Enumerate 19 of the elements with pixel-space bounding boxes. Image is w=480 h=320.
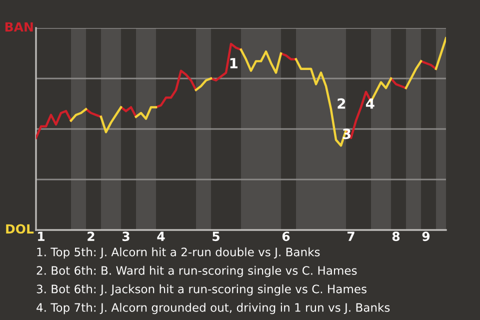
x-tick-label: 9	[422, 232, 430, 242]
text: 1. Top 5th: J. Alcorn hit a 2-run double vs J. Banks	[37, 247, 320, 259]
x-tick-label: 1	[38, 232, 44, 241]
x-tick-label: 7	[347, 232, 354, 241]
x-tick-label: 6	[282, 232, 290, 242]
text: 4. Top 7th: J. Alcorn grounded out, driving in 1 run vs J. Banks	[36, 302, 390, 314]
text: 3. Bot 6th: J. Jackson hit a run-scoring single vs C. Hames	[36, 284, 366, 296]
annotation: 2	[338, 98, 346, 109]
x-tick-label: 3	[122, 232, 130, 242]
text: DOL	[6, 224, 34, 234]
x-tick-label: 2	[88, 232, 94, 241]
annotation: 4	[366, 98, 374, 109]
annotation: 1	[230, 58, 238, 68]
x-tick-label: 8	[392, 232, 400, 242]
annotation: 3	[342, 128, 351, 140]
text: BAN	[5, 22, 33, 32]
x-tick-label: 5	[212, 232, 220, 242]
x-tick-label: 4	[157, 232, 165, 241]
text: 2. Bot 6th: B. Ward hit a run-scoring single vs C. Hames	[36, 266, 357, 278]
